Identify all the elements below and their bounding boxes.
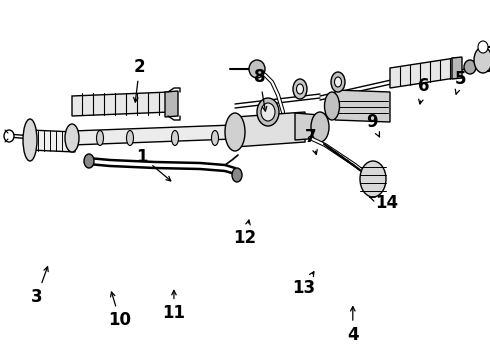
Polygon shape xyxy=(295,113,320,140)
Polygon shape xyxy=(335,90,390,122)
Ellipse shape xyxy=(296,84,303,94)
Ellipse shape xyxy=(261,103,275,121)
Text: 2: 2 xyxy=(134,58,146,102)
Ellipse shape xyxy=(249,60,265,78)
Ellipse shape xyxy=(212,131,219,145)
Text: 9: 9 xyxy=(367,113,380,137)
Text: 11: 11 xyxy=(163,291,185,322)
Ellipse shape xyxy=(360,161,386,197)
Text: 5: 5 xyxy=(455,70,466,94)
Text: 7: 7 xyxy=(305,128,317,154)
Ellipse shape xyxy=(474,47,490,73)
Ellipse shape xyxy=(293,79,307,99)
Polygon shape xyxy=(235,112,305,147)
Text: 12: 12 xyxy=(233,220,257,247)
Ellipse shape xyxy=(126,131,133,145)
Ellipse shape xyxy=(23,119,37,161)
Ellipse shape xyxy=(311,112,329,142)
Ellipse shape xyxy=(335,77,342,87)
Text: 10: 10 xyxy=(109,292,131,329)
Polygon shape xyxy=(30,130,75,152)
Ellipse shape xyxy=(4,130,14,142)
Polygon shape xyxy=(72,124,260,145)
Ellipse shape xyxy=(84,154,94,168)
Ellipse shape xyxy=(65,124,79,152)
Text: 6: 6 xyxy=(418,77,430,104)
Polygon shape xyxy=(452,57,462,79)
Ellipse shape xyxy=(324,92,340,120)
Ellipse shape xyxy=(97,131,103,145)
Ellipse shape xyxy=(225,113,245,151)
Text: 3: 3 xyxy=(31,267,48,306)
Text: 4: 4 xyxy=(347,307,359,344)
Text: 1: 1 xyxy=(136,148,171,181)
Polygon shape xyxy=(390,58,455,88)
Ellipse shape xyxy=(464,60,476,74)
Text: 13: 13 xyxy=(292,272,316,297)
Ellipse shape xyxy=(172,131,178,145)
Text: 8: 8 xyxy=(254,68,267,111)
Ellipse shape xyxy=(257,98,279,126)
Ellipse shape xyxy=(331,72,345,92)
Ellipse shape xyxy=(478,41,488,53)
Polygon shape xyxy=(72,92,170,116)
Polygon shape xyxy=(165,91,178,117)
Ellipse shape xyxy=(232,168,242,182)
Text: 14: 14 xyxy=(370,194,399,212)
